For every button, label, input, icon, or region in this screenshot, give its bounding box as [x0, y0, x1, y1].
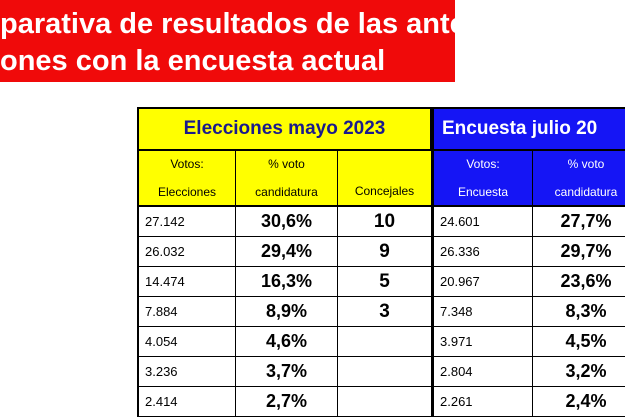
- header-text: Votos:: [170, 157, 204, 171]
- table-cell: 27,7%: [533, 207, 625, 237]
- table-cell: 10: [338, 207, 432, 237]
- table-cell: 4.054: [137, 327, 236, 357]
- table-cell: 2,4%: [533, 387, 625, 417]
- table-cell: 30,6%: [236, 207, 338, 237]
- table-cell: 3,7%: [236, 357, 338, 387]
- header-text: % voto: [268, 157, 305, 171]
- table-cell: 2.414: [137, 387, 236, 417]
- table-cell: 2.261: [432, 387, 533, 417]
- column-header: Votos: Encuesta: [432, 151, 533, 207]
- table-cell: [338, 357, 432, 387]
- column-header: Concejales: [338, 151, 432, 207]
- header-text: candidatura: [255, 185, 318, 199]
- table-cell: 3,2%: [533, 357, 625, 387]
- table-cell: 26.032: [137, 237, 236, 267]
- table-cell: 2,7%: [236, 387, 338, 417]
- table-cell: 7.884: [137, 297, 236, 327]
- title-line: ones con la encuesta actual: [0, 45, 386, 77]
- table-cell: 4,6%: [236, 327, 338, 357]
- header-text: Votos:: [466, 157, 500, 171]
- header-text: Encuesta: [457, 185, 509, 199]
- table-cell: 4,5%: [533, 327, 625, 357]
- table-cell: [338, 387, 432, 417]
- header-text: % voto: [567, 157, 605, 171]
- table-cell: 14.474: [137, 267, 236, 297]
- column-header: Votos: Elecciones: [137, 151, 236, 207]
- table-cell: 8,3%: [533, 297, 625, 327]
- table-cell: 20.967: [432, 267, 533, 297]
- table-cell: 2.804: [432, 357, 533, 387]
- table-cell: 8,9%: [236, 297, 338, 327]
- column-header: % voto candidatura: [533, 151, 625, 207]
- table-cell: 29,7%: [533, 237, 625, 267]
- table-cell: 3.971: [432, 327, 533, 357]
- table-cell: 24.601: [432, 207, 533, 237]
- table-cell: 3: [338, 297, 432, 327]
- table-cell: 29,4%: [236, 237, 338, 267]
- column-header: % voto candidatura: [236, 151, 338, 207]
- table-cell: 16,3%: [236, 267, 338, 297]
- table-cell: 27.142: [137, 207, 236, 237]
- table-cell: 5: [338, 267, 432, 297]
- group-header: Elecciones mayo 2023: [137, 107, 432, 151]
- title-banner: parativa de resultados de las anteriores…: [0, 0, 546, 82]
- table-cell: 7.348: [432, 297, 533, 327]
- header-text: candidatura: [554, 185, 618, 199]
- table-cell: [338, 327, 432, 357]
- title-line: parativa de resultados de las anteriores: [0, 8, 547, 40]
- table-cell: 23,6%: [533, 267, 625, 297]
- table-cell: 3.236: [137, 357, 236, 387]
- table-cell: 26.336: [432, 237, 533, 267]
- group-header: Encuesta julio 20: [432, 107, 625, 151]
- header-text: Elecciones: [157, 185, 217, 199]
- table-cell: 9: [338, 237, 432, 267]
- header-text: Concejales: [354, 184, 415, 198]
